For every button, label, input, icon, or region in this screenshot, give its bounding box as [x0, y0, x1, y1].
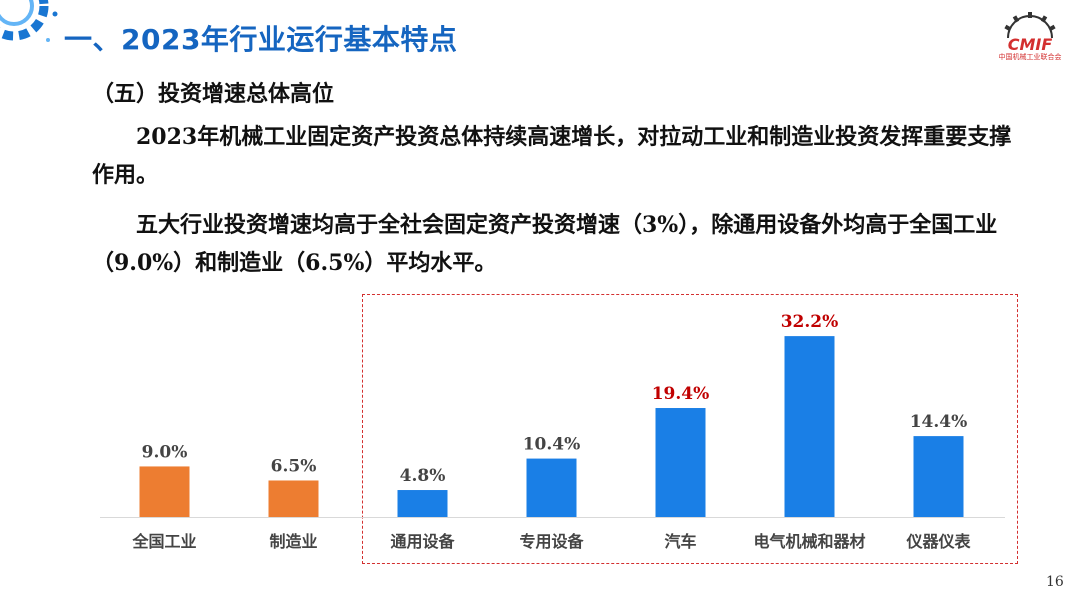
category-label-2: 通用设备: [390, 532, 455, 551]
paragraph-industry-comparison: 五大行业投资增速均高于全社会固定资产投资增速（3%），除通用设备外均高于全国工业…: [92, 212, 998, 276]
category-label-0: 全国工业: [131, 532, 196, 551]
data-label-3: 10.4%: [523, 435, 581, 455]
bar-1: [268, 480, 319, 517]
gear-decoration-icon: [0, 0, 58, 42]
bar-3: [526, 458, 577, 517]
category-label-1: 制造业: [269, 532, 317, 551]
data-label-6: 14.4%: [910, 412, 968, 432]
page-title: 一、2023年行业运行基本特点: [64, 23, 458, 56]
page-number: 16: [1046, 574, 1064, 590]
category-label-5: 电气机械和器材: [753, 532, 865, 551]
cmif-logo: CMIF 中国机械工业联合会: [988, 10, 1072, 66]
section-subtitle: （五）投资增速总体高位: [92, 82, 335, 107]
data-label-1: 6.5%: [271, 456, 317, 476]
data-label-0: 9.0%: [142, 442, 188, 462]
data-label-2: 4.8%: [400, 466, 446, 486]
category-label-6: 仪器仪表: [905, 532, 971, 551]
highlight-box: [362, 294, 1018, 564]
bar-6: [913, 436, 964, 517]
bar-4: [655, 408, 706, 517]
logo-subtext: 中国机械工业联合会: [998, 53, 1062, 61]
category-label-4: 汽车: [664, 532, 696, 551]
bar-2: [397, 490, 448, 517]
data-label-4: 19.4%: [652, 384, 710, 404]
category-label-3: 专用设备: [519, 532, 584, 551]
data-label-5: 32.2%: [781, 312, 839, 332]
bar-0: [139, 466, 190, 517]
bar-5: [784, 336, 835, 517]
logo-wordmark: CMIF: [1008, 35, 1053, 54]
paragraph-investment-growth: 2023年机械工业固定资产投资总体持续高速增长，对拉动工业和制造业投资发挥重要支…: [92, 124, 1012, 188]
